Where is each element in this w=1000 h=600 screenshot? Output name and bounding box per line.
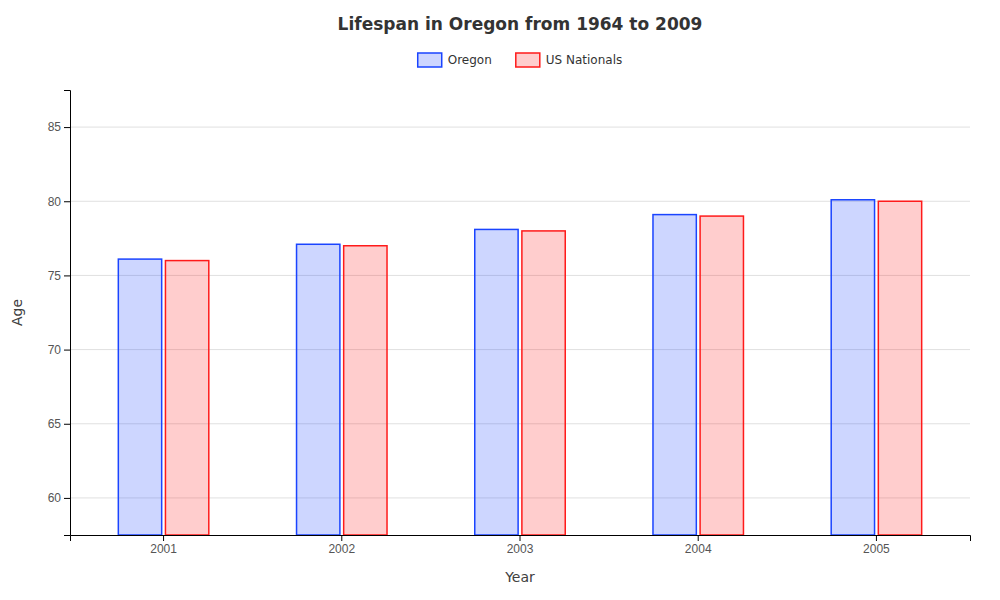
bar: [831, 200, 874, 535]
x-tick-mark: [163, 535, 164, 541]
bar: [118, 259, 161, 535]
legend-label: US Nationals: [546, 53, 622, 67]
x-axis-line: [71, 536, 971, 542]
bar: [165, 261, 208, 535]
x-tick-mark: [698, 535, 699, 541]
x-tick-mark: [520, 535, 521, 541]
y-tick-label: 80: [48, 195, 62, 209]
chart-title: Lifespan in Oregon from 1964 to 2009: [338, 14, 703, 34]
y-axis-title: Age: [9, 299, 25, 326]
grid-line: [70, 127, 970, 128]
x-tick-label: 2004: [685, 542, 712, 556]
x-tick: 2001: [150, 535, 177, 556]
x-axis: 2001 2002 2003 2004 2005: [71, 535, 971, 556]
bar: [878, 201, 921, 535]
y-tick-label: 60: [48, 491, 62, 505]
bar: [297, 244, 340, 535]
y-axis: 60 65 70 75 80 85: [48, 91, 71, 536]
x-tick-label: 2001: [150, 542, 177, 556]
y-tick-label: 85: [48, 120, 62, 134]
x-tick: 2003: [507, 535, 534, 556]
plot: 2001 2002 2003 2004 2005 60 65 70 75 80 85: [48, 91, 971, 556]
legend: Oregon US Nationals: [418, 53, 623, 67]
bar: [475, 229, 518, 535]
legend-swatch: [516, 53, 540, 67]
bar-series: [118, 200, 874, 535]
y-tick-label: 75: [48, 269, 62, 283]
y-tick: 80: [48, 195, 70, 209]
y-tick: 85: [48, 120, 70, 134]
x-tick-label: 2002: [328, 542, 355, 556]
y-tick: 75: [48, 269, 70, 283]
x-tick: 2004: [685, 535, 712, 556]
x-tick-mark: [341, 535, 342, 541]
bar-series: [165, 201, 921, 535]
bar: [653, 215, 696, 535]
y-axis-line: [64, 91, 71, 536]
y-tick: 60: [48, 491, 70, 505]
y-tick-mark: [64, 424, 70, 425]
x-tick: 2002: [328, 535, 355, 556]
legend-item: Oregon: [418, 53, 492, 67]
x-tick: 2005: [863, 535, 890, 556]
chart-container: 2001 2002 2003 2004 2005 60 65 70 75 80 85 Year Age L…: [0, 0, 1000, 600]
bar: [700, 216, 743, 535]
y-tick-mark: [64, 201, 70, 202]
x-axis-title: Year: [504, 569, 535, 585]
y-tick-mark: [64, 350, 70, 351]
y-tick-mark: [64, 275, 70, 276]
bar: [522, 231, 565, 535]
y-tick-mark: [64, 127, 70, 128]
bar: [344, 246, 387, 535]
chart: 2001 2002 2003 2004 2005 60 65 70 75 80 85 Year Age L…: [0, 0, 1000, 600]
x-tick-label: 2005: [863, 542, 890, 556]
y-tick-mark: [64, 498, 70, 499]
bars: [118, 200, 921, 535]
legend-label: Oregon: [448, 53, 492, 67]
y-tick: 70: [48, 343, 70, 357]
y-tick-label: 70: [48, 343, 62, 357]
x-tick-mark: [876, 535, 877, 541]
y-tick-label: 65: [48, 417, 62, 431]
legend-swatch: [418, 53, 442, 67]
y-tick: 65: [48, 417, 70, 431]
x-tick-label: 2003: [507, 542, 534, 556]
legend-item: US Nationals: [516, 53, 622, 67]
